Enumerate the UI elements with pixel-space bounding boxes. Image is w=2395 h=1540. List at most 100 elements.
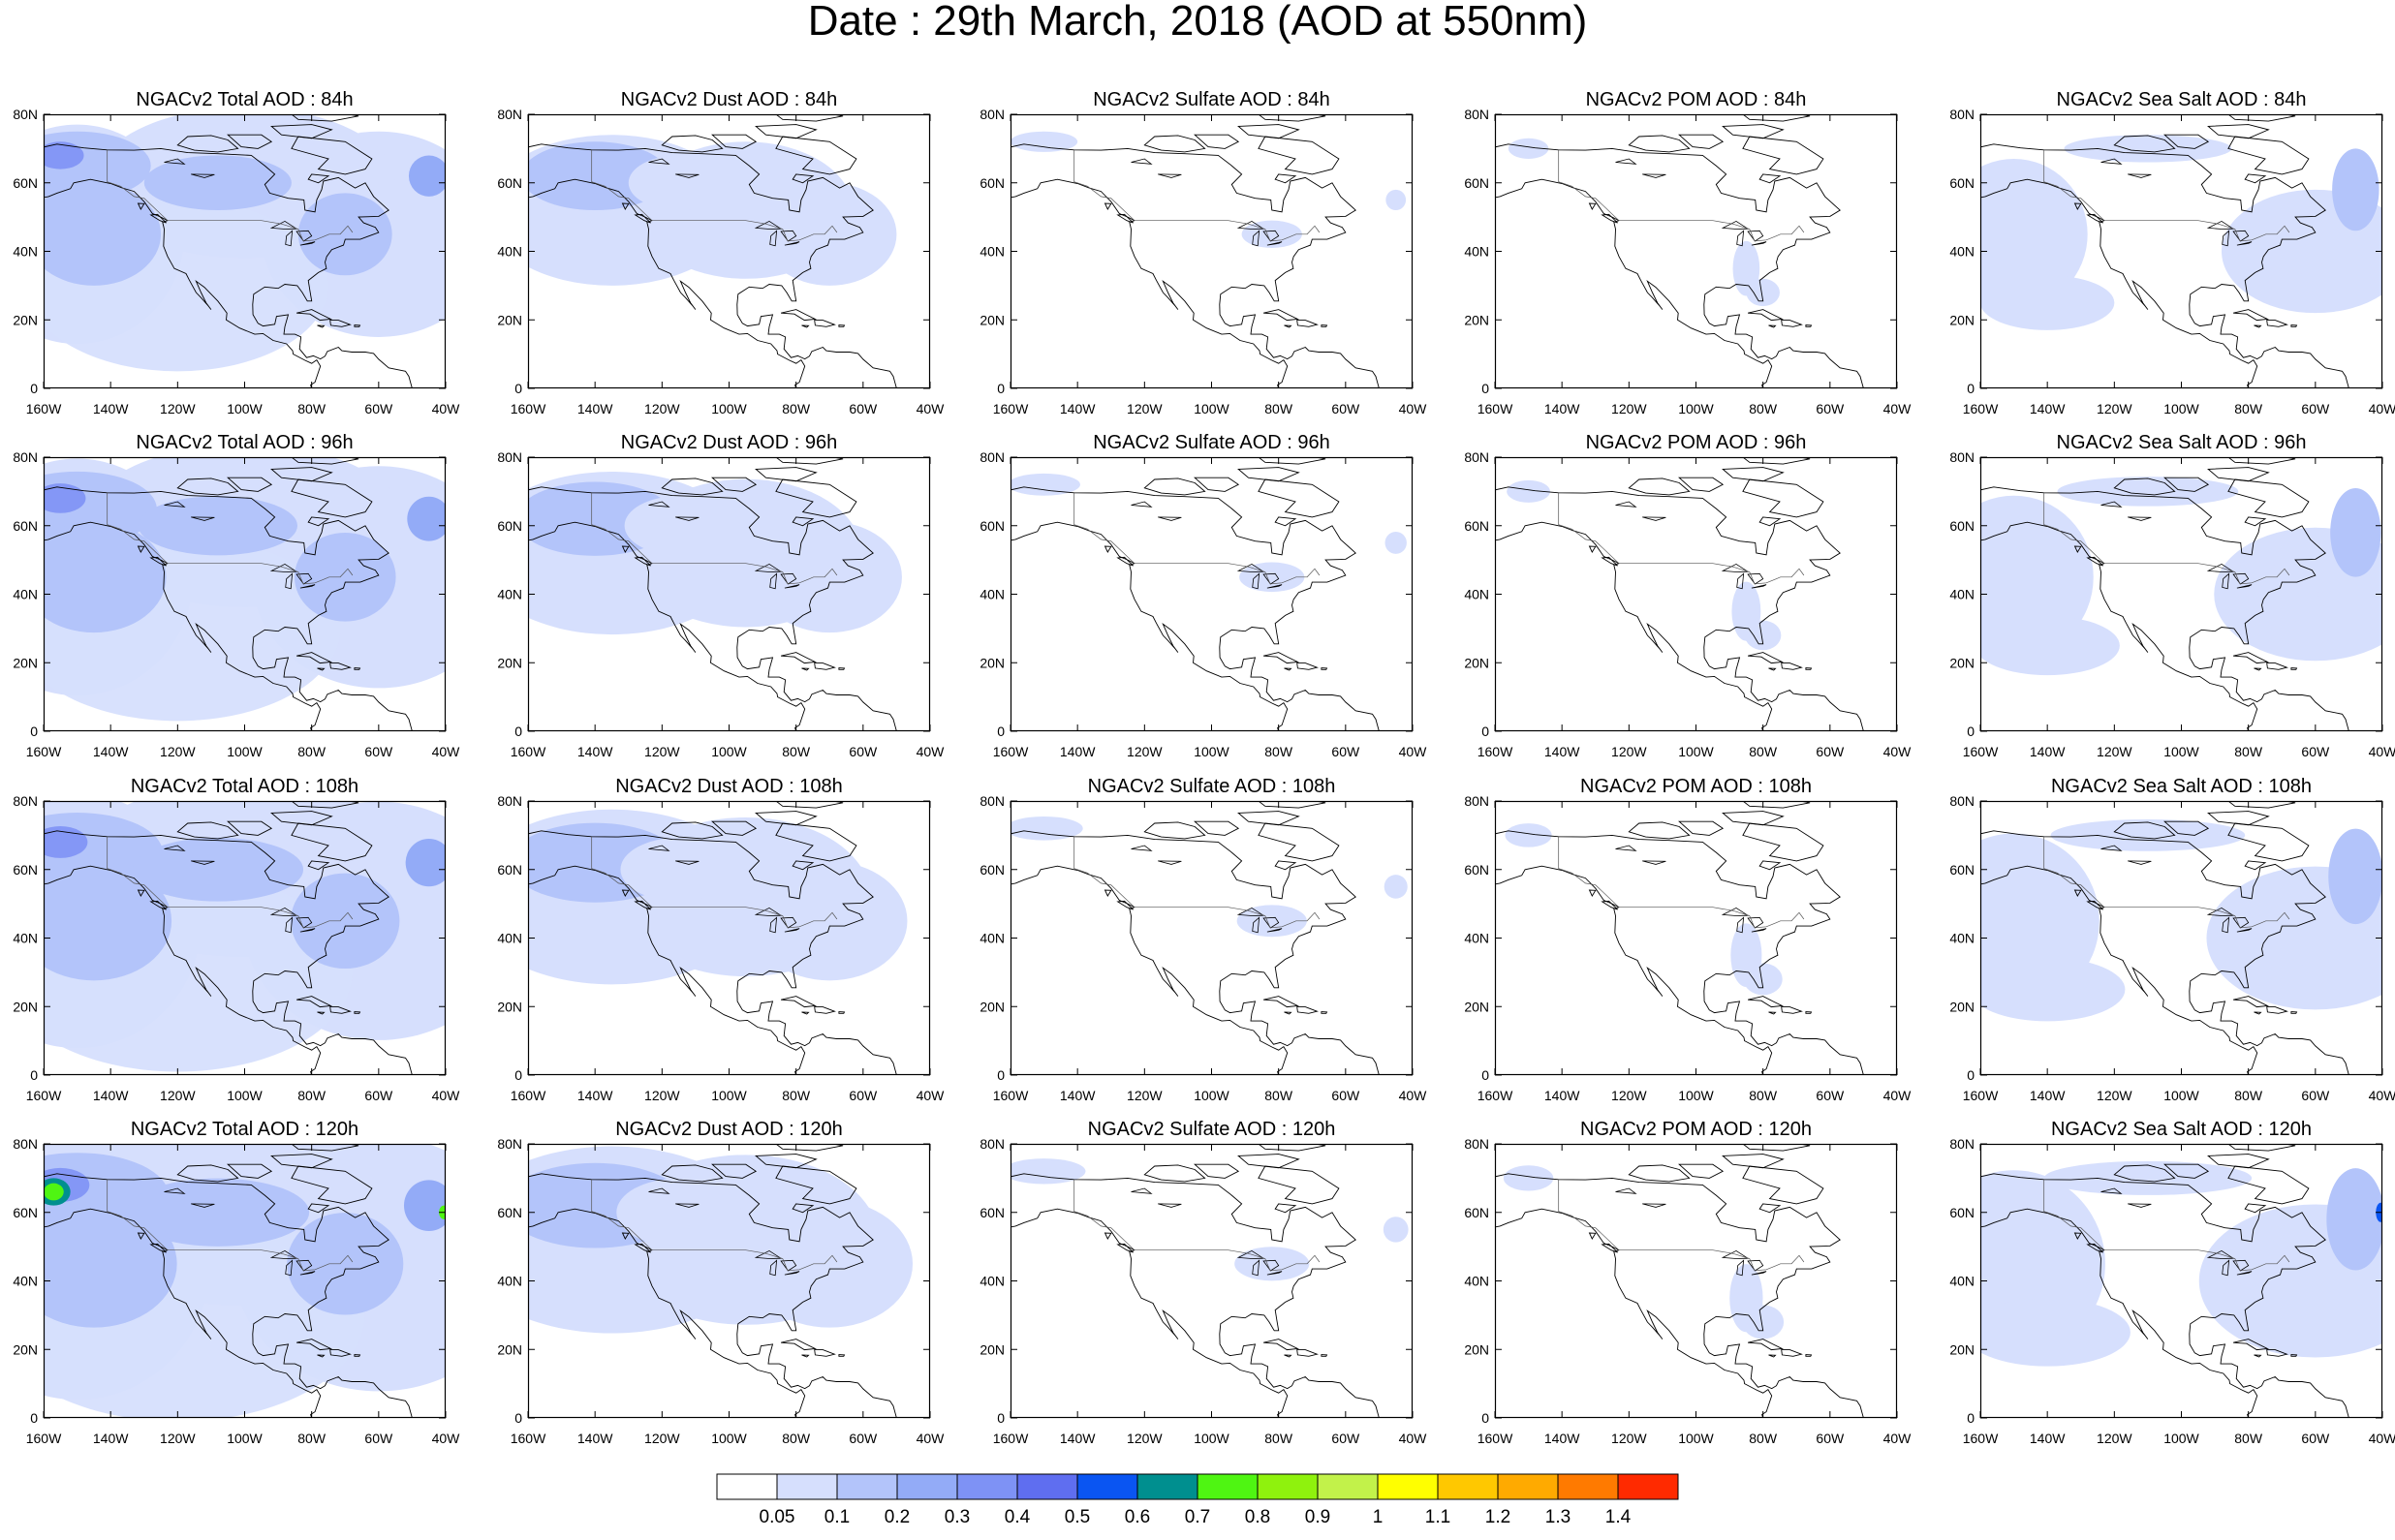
- colorbar-swatch: [957, 1474, 1017, 1499]
- lon-tick-label: 140W: [93, 1431, 129, 1446]
- aod-contour: [139, 496, 297, 555]
- lat-tick-label: 40N: [497, 1274, 522, 1289]
- lat-tick-label: 40N: [1464, 587, 1489, 602]
- aod-field: [475, 455, 930, 731]
- lon-tick-label: 40W: [917, 744, 946, 759]
- colorbar-label: 0.2: [885, 1507, 910, 1527]
- aod-field: [484, 112, 930, 388]
- lat-tick-label: 80N: [13, 1136, 38, 1152]
- aod-field: [0, 445, 506, 731]
- lon-tick-label: 100W: [1194, 1431, 1229, 1446]
- aod-contour: [2058, 477, 2239, 507]
- lon-tick-label: 100W: [2163, 1431, 2199, 1446]
- lat-tick-label: 60N: [13, 1205, 38, 1220]
- lat-tick-label: 40N: [1464, 1274, 1489, 1289]
- lon-tick-label: 140W: [1060, 401, 1096, 416]
- panel-title: NGACv2 Sulfate AOD : 96h: [967, 432, 1456, 454]
- lat-tick-label: 20N: [1464, 1341, 1489, 1357]
- lon-tick-label: 80W: [1264, 744, 1293, 759]
- panel-title: NGACv2 Dust AOD : 96h: [484, 432, 974, 454]
- lat-tick-label: 80N: [497, 793, 522, 809]
- lon-tick-label: 80W: [1749, 1431, 1778, 1446]
- lat-tick-label: 40N: [980, 931, 1005, 946]
- colorbar-swatch: [837, 1474, 897, 1499]
- lat-tick-label: 60N: [497, 862, 522, 878]
- aod-contour: [1384, 1217, 1409, 1242]
- aod-field: [983, 112, 1413, 388]
- lon-tick-label: 80W: [2234, 744, 2263, 759]
- aod-contour: [1745, 621, 1781, 651]
- lat-tick-label: 80N: [13, 793, 38, 809]
- lon-tick-label: 100W: [1678, 1431, 1714, 1446]
- colorbar-label: 0.1: [824, 1507, 850, 1527]
- aod-contour: [21, 522, 166, 633]
- panel-title: NGACv2 POM AOD : 120h: [1451, 1119, 1941, 1141]
- colorbar-swatch: [1618, 1474, 1678, 1499]
- lon-tick-label: 40W: [432, 1088, 461, 1103]
- lat-tick-label: 80N: [497, 449, 522, 465]
- aod-contour: [1003, 1158, 1086, 1184]
- lon-tick-label: 140W: [93, 401, 129, 416]
- lat-tick-label: 20N: [1464, 999, 1489, 1014]
- colorbar-swatch: [1077, 1474, 1137, 1499]
- lat-tick-label: 0: [1967, 1410, 1975, 1426]
- lat-tick-label: 20N: [980, 312, 1005, 327]
- lon-tick-label: 120W: [2097, 1088, 2132, 1103]
- lon-tick-label: 120W: [160, 401, 196, 416]
- lat-tick-label: 60N: [497, 175, 522, 191]
- lat-tick-label: 40N: [1464, 244, 1489, 260]
- aod-contour: [2044, 1161, 2252, 1195]
- lat-tick-label: 80N: [1464, 107, 1489, 122]
- colorbar-swatch: [1378, 1474, 1438, 1499]
- aod-contour: [1964, 1298, 2131, 1366]
- aod-field: [1928, 799, 2395, 1075]
- lon-tick-label: 80W: [297, 1431, 327, 1446]
- lon-tick-label: 160W: [1477, 744, 1513, 759]
- lon-tick-label: 140W: [1060, 1088, 1096, 1103]
- lon-tick-label: 100W: [227, 1431, 263, 1446]
- lat-tick-label: 0: [1967, 724, 1975, 739]
- lat-tick-label: 40N: [1949, 244, 1975, 260]
- aod-field: [983, 455, 1413, 731]
- lon-tick-label: 160W: [26, 744, 62, 759]
- lon-tick-label: 60W: [1331, 401, 1360, 416]
- aod-contour: [298, 193, 392, 275]
- colorbar-label: 0.8: [1245, 1507, 1270, 1527]
- lon-tick-label: 120W: [2097, 1431, 2132, 1446]
- lat-tick-label: 0: [30, 381, 38, 396]
- panel-title: NGACv2 Total AOD : 84h: [0, 89, 489, 111]
- lon-tick-label: 120W: [1127, 1088, 1163, 1103]
- lon-tick-label: 100W: [1194, 401, 1229, 416]
- aod-contour: [2240, 1247, 2323, 1314]
- lon-tick-label: 40W: [1399, 1431, 1428, 1446]
- lat-tick-label: 0: [1481, 381, 1489, 396]
- aod-contour: [1011, 132, 1077, 152]
- aod-contour: [2328, 829, 2382, 924]
- aod-contour: [1742, 1305, 1784, 1339]
- lon-tick-label: 140W: [577, 1431, 613, 1446]
- lon-tick-label: 40W: [432, 744, 461, 759]
- lat-tick-label: 0: [514, 1067, 522, 1083]
- lon-tick-label: 80W: [2234, 1088, 2263, 1103]
- lon-tick-label: 60W: [2301, 744, 2330, 759]
- aod-contour: [625, 496, 733, 555]
- lat-tick-label: 0: [30, 1410, 38, 1426]
- aod-field: [1468, 455, 1897, 731]
- panel-title: NGACv2 Total AOD : 108h: [0, 776, 489, 798]
- colorbar-label: 0.6: [1125, 1507, 1150, 1527]
- lat-tick-label: 0: [30, 724, 38, 739]
- lat-tick-label: 40N: [1949, 1274, 1975, 1289]
- lon-tick-label: 160W: [26, 401, 62, 416]
